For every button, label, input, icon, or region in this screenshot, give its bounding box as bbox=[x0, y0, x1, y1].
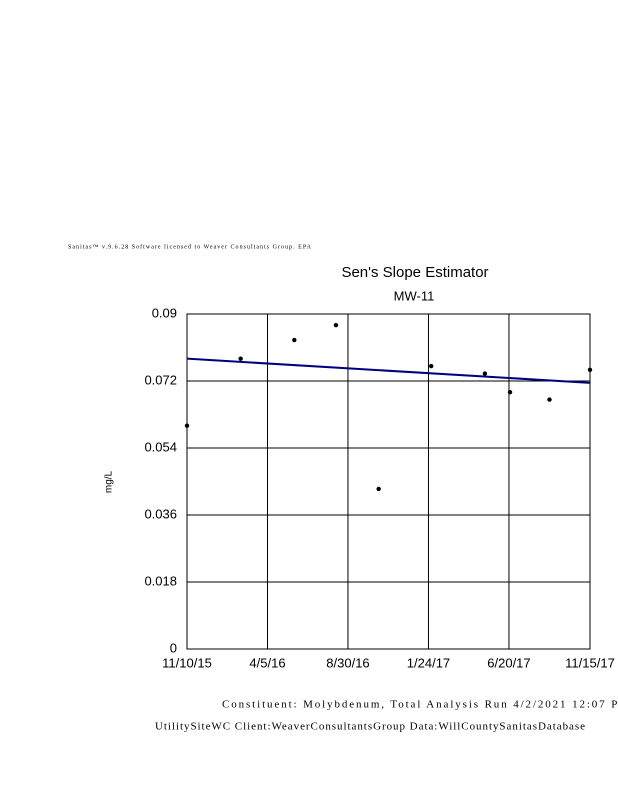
chart-subtitle: MW-11 bbox=[394, 288, 435, 303]
trend-line bbox=[186, 357, 591, 384]
data-point bbox=[547, 397, 552, 402]
data-point bbox=[482, 371, 488, 376]
x-tick-label: 11/10/15 bbox=[162, 655, 212, 670]
data-point bbox=[429, 363, 434, 369]
data-point bbox=[184, 423, 190, 428]
data-point bbox=[507, 389, 513, 395]
y-axis-label: mg/L bbox=[104, 470, 115, 493]
data-point bbox=[587, 367, 593, 373]
footer-line: UtilitySiteWC Client:WeaverConsultantsGr… bbox=[155, 721, 585, 733]
plot-frame bbox=[186, 313, 591, 650]
x-tick-label: 1/24/17 bbox=[407, 655, 450, 670]
license-note: Sanitas™ v.9.6.28 Software licensed to W… bbox=[68, 243, 312, 250]
x-tick-label: 6/20/17 bbox=[487, 655, 530, 670]
x-tick-label: 4/5/16 bbox=[249, 655, 285, 670]
y-tick-label: 0 bbox=[170, 640, 177, 655]
data-point bbox=[238, 356, 243, 361]
x-tick-label: 8/30/16 bbox=[326, 655, 369, 670]
chart-title: Sen's Slope Estimator bbox=[341, 264, 488, 281]
y-tick-label: 0.09 bbox=[152, 305, 177, 320]
data-point bbox=[376, 486, 381, 492]
y-tick-label: 0.036 bbox=[144, 506, 177, 521]
y-tick-label: 0.072 bbox=[144, 372, 177, 387]
data-point bbox=[292, 337, 297, 343]
y-tick-label: 0.054 bbox=[144, 439, 177, 454]
footer-line: Constituent: Molybdenum, Total Analysis … bbox=[222, 699, 618, 711]
data-point bbox=[333, 322, 339, 328]
x-tick-label: 11/15/17 bbox=[565, 655, 615, 670]
y-tick-label: 0.018 bbox=[144, 573, 177, 588]
